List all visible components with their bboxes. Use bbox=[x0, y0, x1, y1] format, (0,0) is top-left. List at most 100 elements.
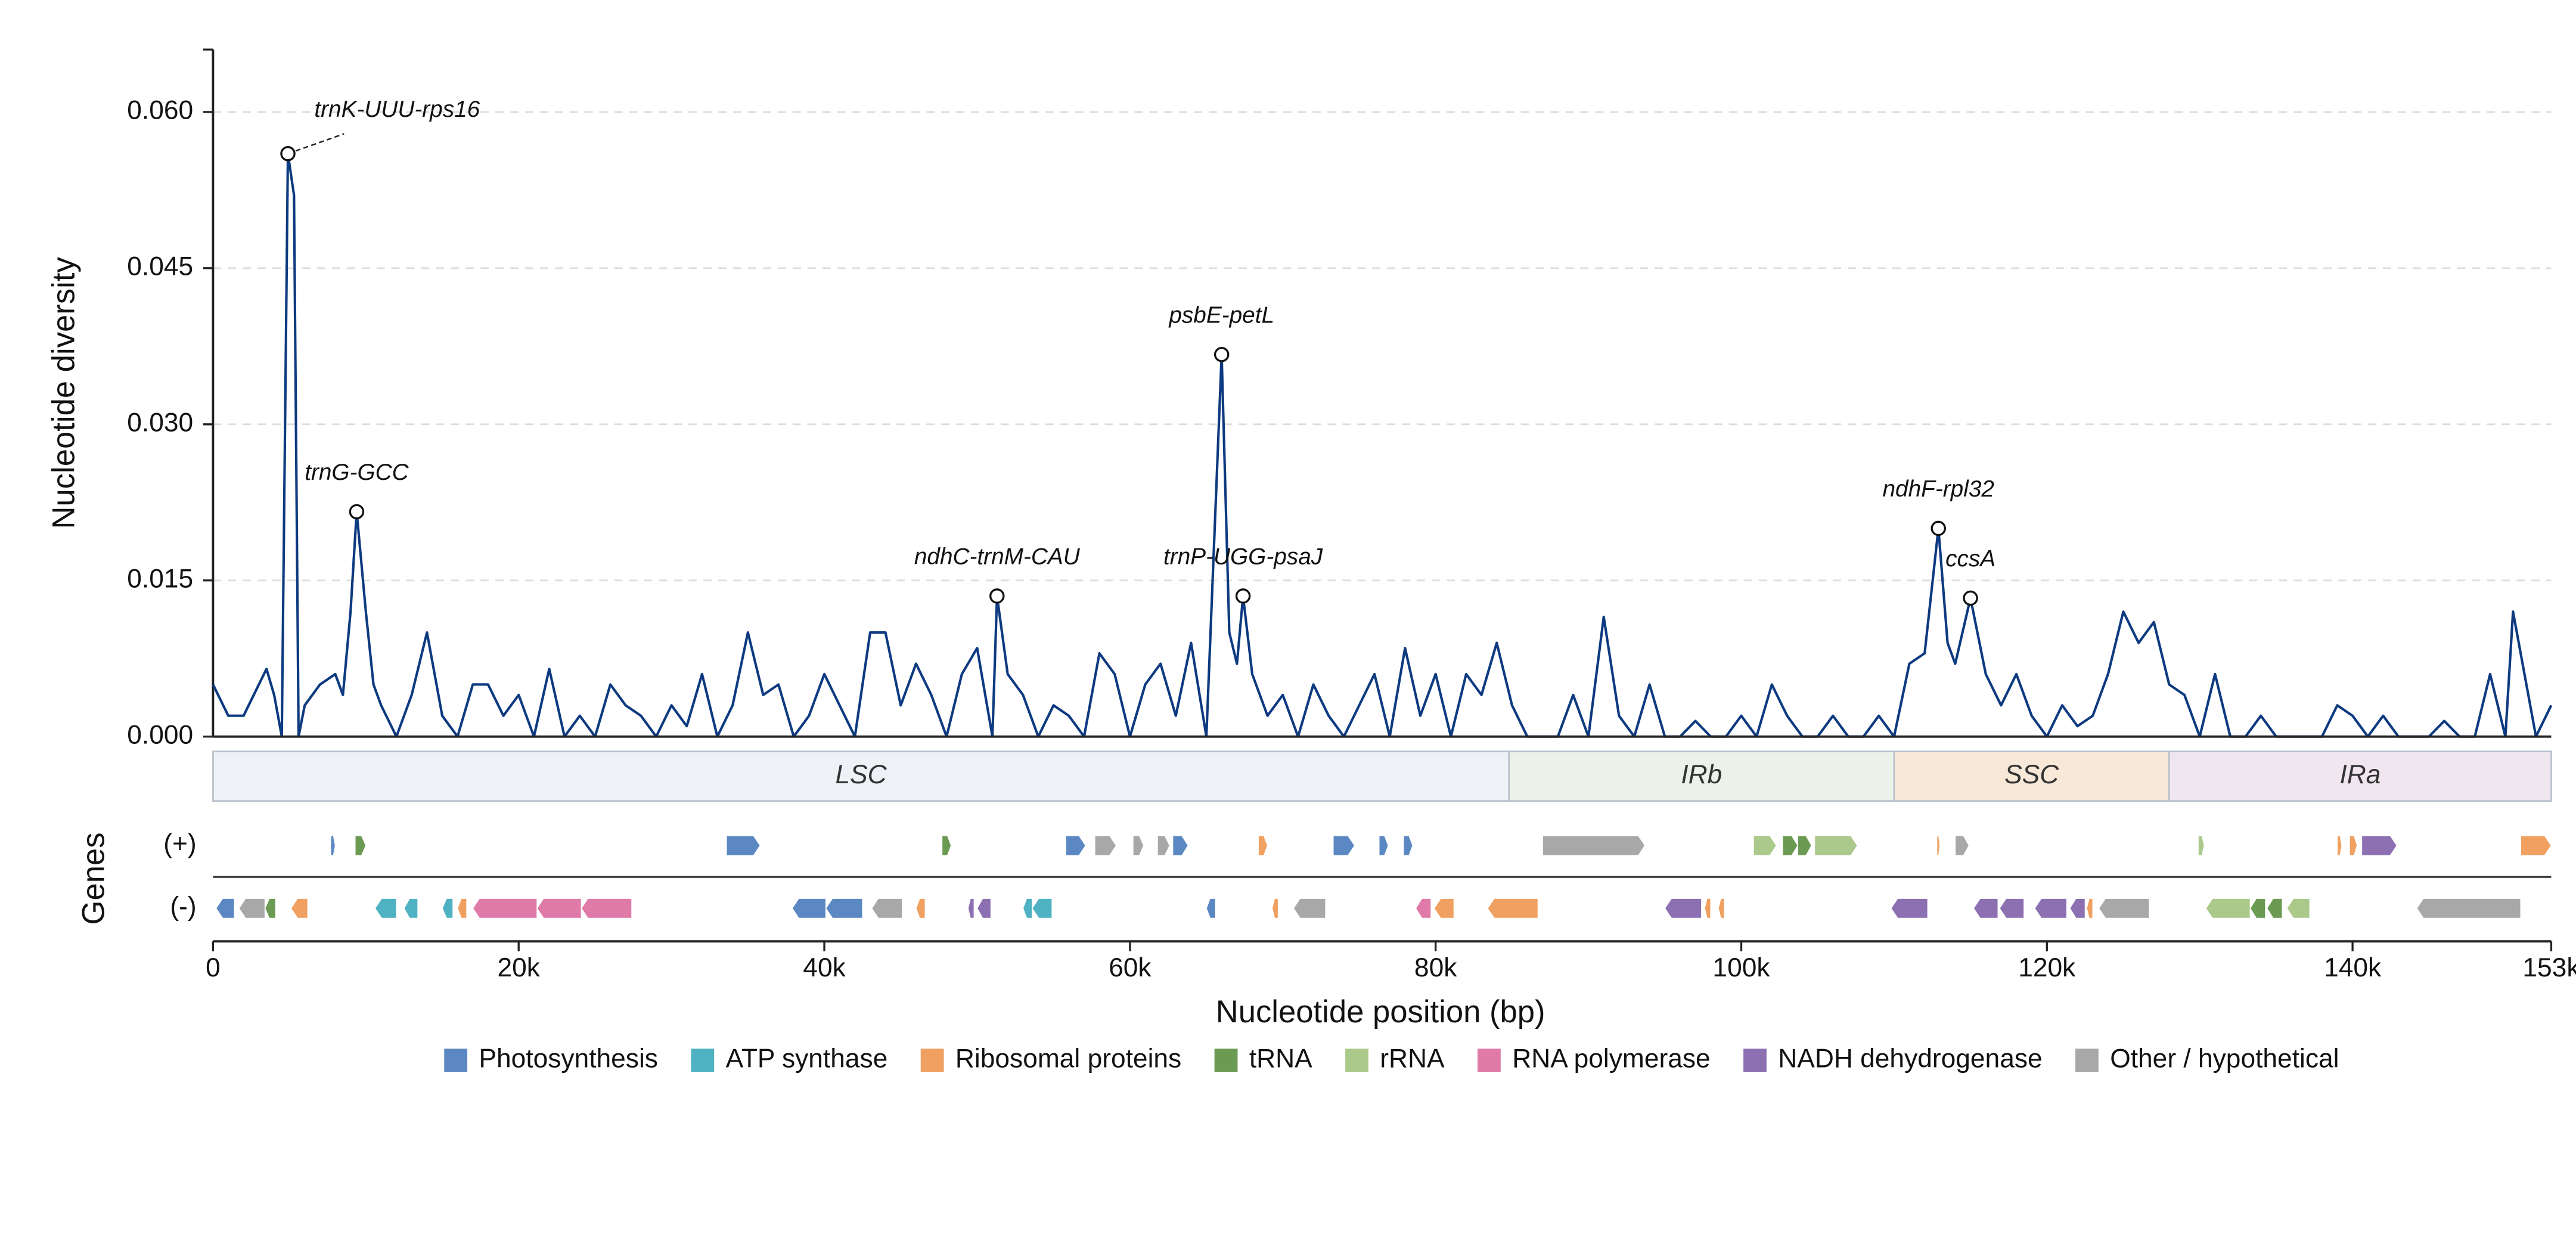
gene bbox=[355, 835, 367, 856]
gene bbox=[238, 898, 266, 919]
gene bbox=[330, 835, 336, 856]
x-tick-label: 80k bbox=[1414, 953, 1457, 982]
gene bbox=[1271, 898, 1279, 919]
gene bbox=[1333, 835, 1355, 856]
annotation-label: trnP-UGG-psaJ bbox=[1163, 544, 1323, 569]
region-label: IRa bbox=[2339, 760, 2381, 789]
peak-marker bbox=[349, 504, 365, 520]
legend-swatch bbox=[2075, 1049, 2099, 1072]
annotation-label: trnK-UUU-rps16 bbox=[314, 97, 480, 122]
gene bbox=[1031, 898, 1053, 919]
annotation-leader bbox=[287, 133, 344, 154]
gene bbox=[967, 898, 974, 919]
y-tick-label: 0.060 bbox=[127, 96, 193, 125]
gene bbox=[1890, 898, 1928, 919]
gene bbox=[2520, 835, 2552, 856]
gene bbox=[374, 898, 397, 919]
peak-marker bbox=[280, 146, 296, 162]
x-tick-label: 100k bbox=[1712, 953, 1770, 982]
annotation-label: ccsA bbox=[1945, 546, 1995, 572]
legend-swatch bbox=[1743, 1049, 1767, 1072]
gene bbox=[1814, 835, 1858, 856]
gene bbox=[2069, 898, 2086, 919]
gene bbox=[1973, 898, 1998, 919]
legend-label: Ribosomal proteins bbox=[955, 1044, 1181, 1073]
y-tick-label: 0.030 bbox=[127, 408, 193, 437]
region-label: LSC bbox=[835, 760, 887, 789]
gene bbox=[2249, 898, 2266, 919]
legend-label: ATP synthase bbox=[726, 1044, 888, 1073]
peak-marker bbox=[1963, 590, 1978, 606]
y-tick-label: 0.045 bbox=[127, 252, 193, 281]
legend-swatch bbox=[1345, 1049, 1368, 1072]
gene bbox=[290, 898, 309, 919]
gene bbox=[457, 898, 467, 919]
x-tick-label: 0 bbox=[206, 953, 221, 982]
region-label: IRb bbox=[1681, 760, 1722, 789]
peak-marker bbox=[1235, 588, 1251, 604]
region bbox=[1508, 750, 1895, 802]
gene bbox=[1542, 835, 1646, 856]
legend-swatch bbox=[1214, 1049, 1238, 1072]
gene bbox=[2086, 898, 2093, 919]
gene bbox=[1718, 898, 1725, 919]
gene bbox=[2266, 898, 2283, 919]
peak-marker bbox=[1931, 520, 1946, 536]
gene bbox=[2336, 835, 2342, 856]
gene bbox=[1132, 835, 1144, 856]
x-tick-label: 153k bbox=[2522, 953, 2576, 982]
legend-label: Photosynthesis bbox=[479, 1044, 658, 1073]
gene bbox=[2034, 898, 2068, 919]
peak-marker bbox=[989, 588, 1005, 604]
strand-label: (+) bbox=[163, 829, 196, 858]
region-label: SSC bbox=[2004, 760, 2059, 789]
y-axis-title: Nucleotide diversity bbox=[46, 257, 82, 529]
legend-swatch bbox=[691, 1049, 715, 1072]
gene bbox=[1487, 898, 1539, 919]
gene bbox=[871, 898, 903, 919]
legend-swatch bbox=[920, 1049, 944, 1072]
gene bbox=[1258, 835, 1268, 856]
legend-label: rRNA bbox=[1380, 1044, 1445, 1073]
legend-swatch bbox=[444, 1049, 468, 1072]
gene bbox=[2286, 898, 2311, 919]
gene bbox=[1293, 898, 1326, 919]
legend-label: tRNA bbox=[1249, 1044, 1312, 1073]
region bbox=[2168, 750, 2552, 802]
gene bbox=[536, 898, 582, 919]
gene bbox=[1954, 835, 1970, 856]
diversity-line bbox=[212, 152, 2553, 738]
x-tick-label: 60k bbox=[1109, 953, 1152, 982]
strand-label: (-) bbox=[170, 892, 196, 921]
annotation-label: trnG-GCC bbox=[305, 460, 409, 485]
gene bbox=[1403, 835, 1413, 856]
gene bbox=[941, 835, 952, 856]
gene bbox=[1664, 898, 1702, 919]
gene bbox=[1022, 898, 1033, 919]
gene bbox=[1797, 835, 1812, 856]
annotation-label: ndhF-rpl32 bbox=[1883, 476, 1994, 502]
gene bbox=[1704, 898, 1711, 919]
gene bbox=[2098, 898, 2150, 919]
gene bbox=[976, 898, 992, 919]
region bbox=[212, 750, 1510, 802]
gene bbox=[2198, 835, 2205, 856]
legend-label: RNA polymerase bbox=[1512, 1044, 1710, 1073]
gene bbox=[1379, 835, 1389, 856]
legend-label: NADH dehydrogenase bbox=[1778, 1044, 2042, 1073]
gene bbox=[1094, 835, 1117, 856]
gene bbox=[215, 898, 235, 919]
gene bbox=[264, 898, 277, 919]
x-tick-label: 140k bbox=[2324, 953, 2382, 982]
gene bbox=[2349, 835, 2358, 856]
gene bbox=[1157, 835, 1171, 856]
gene bbox=[581, 898, 632, 919]
peak-marker bbox=[1213, 347, 1230, 362]
gene bbox=[1415, 898, 1432, 919]
gene bbox=[1433, 898, 1455, 919]
y-tick-label: 0.015 bbox=[127, 564, 193, 593]
gene bbox=[825, 898, 863, 919]
gene bbox=[2205, 898, 2251, 919]
genes-title: Genes bbox=[76, 832, 111, 925]
